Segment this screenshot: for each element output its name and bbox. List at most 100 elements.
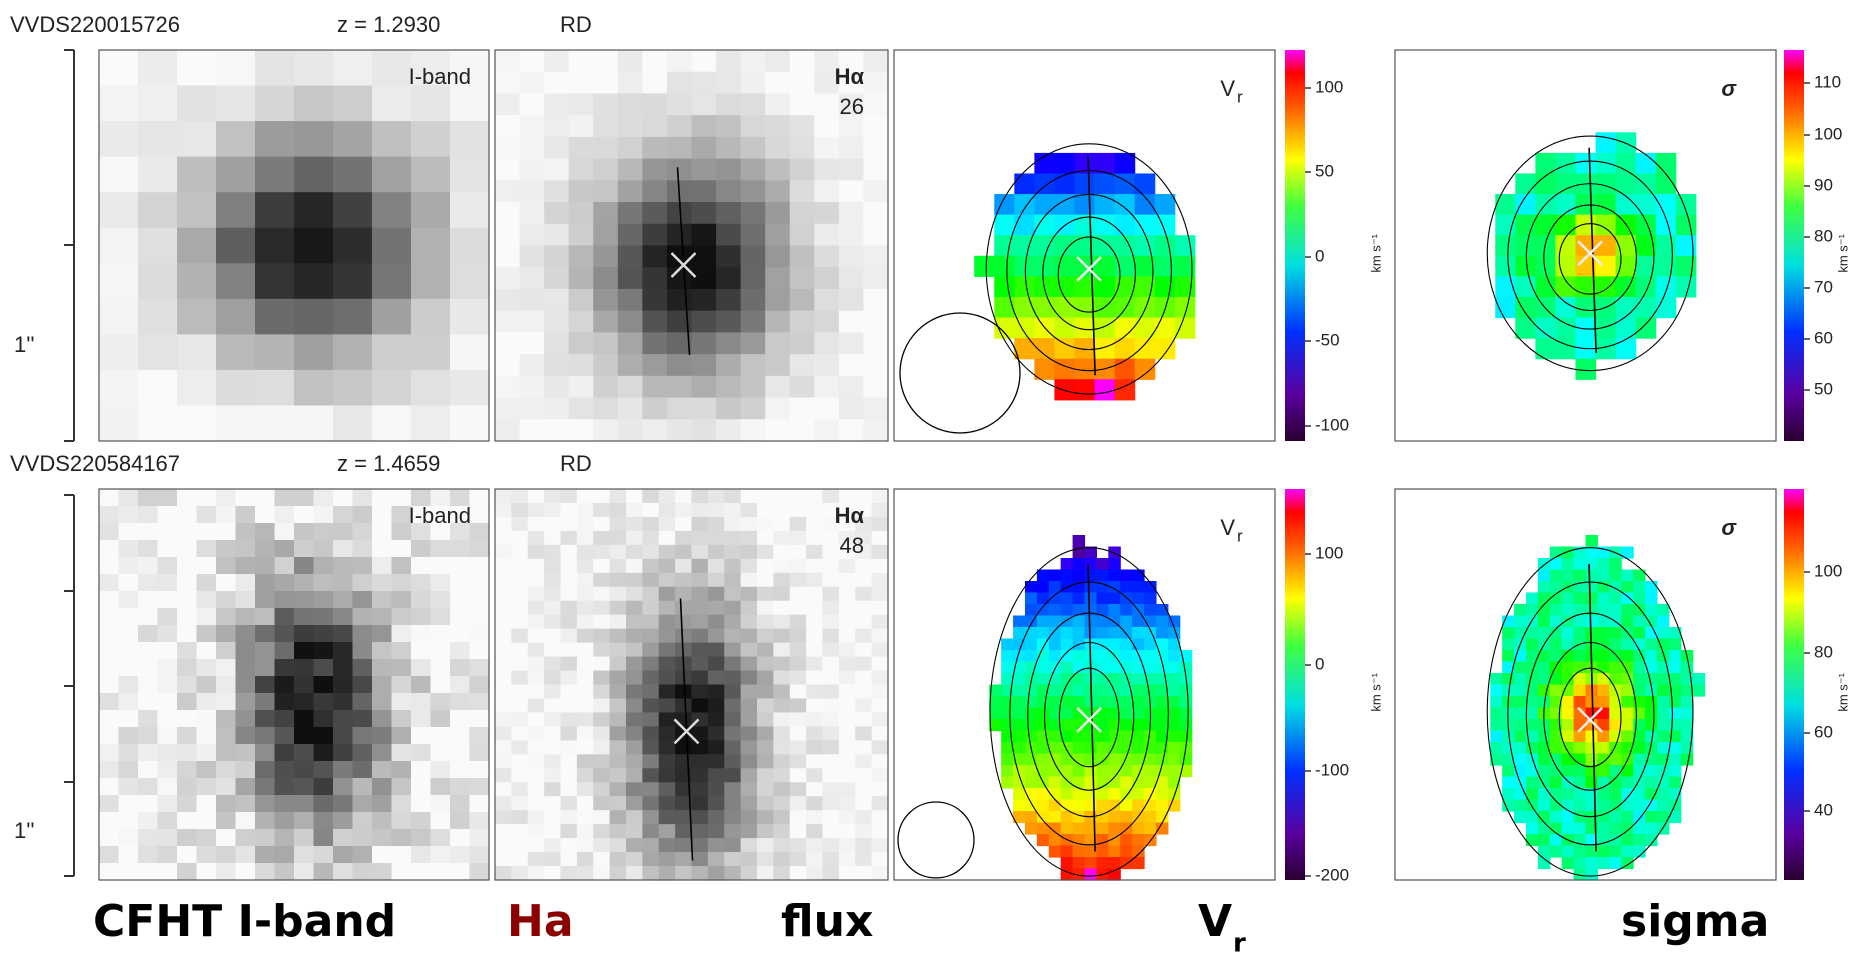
pixel [1096,730,1109,743]
pixel [495,223,521,247]
pixel [740,202,766,225]
footer-label-sub: r [1233,929,1246,956]
pixel [1108,753,1121,766]
pixel [757,824,774,839]
pixel [511,600,529,616]
pixel [838,726,856,741]
pixel [1621,834,1634,847]
colorbar-unit: km s⁻¹ [1368,672,1383,711]
pixel [593,93,619,116]
contour [1042,216,1136,331]
pixel [1609,650,1622,663]
contour [1057,236,1121,313]
pixel [1656,730,1670,743]
pixel [568,288,594,312]
pixel [495,838,512,853]
pixel [871,572,889,588]
pixel [157,659,178,677]
pixel [411,50,451,87]
pixel [1132,857,1145,870]
pixel [1609,673,1622,686]
pixel [576,614,594,630]
pixel [822,768,840,783]
pixel [1096,799,1109,812]
pixel [274,591,295,609]
pixel [1036,834,1050,847]
pixel [1597,604,1610,617]
panel-label: I-band [409,503,471,528]
pixel [989,707,1002,720]
pixel [333,795,354,813]
pixel [1179,765,1193,778]
pixel [789,71,815,95]
pixel [1108,581,1121,594]
pixel [544,180,570,203]
pixel [372,795,393,813]
pixel [1036,581,1050,594]
pixel [765,310,791,333]
pixel [789,544,807,560]
pixel [568,419,594,442]
pixel [1549,811,1563,824]
pixel [691,245,717,268]
pixel [138,778,159,796]
pixel [1120,719,1133,732]
pixel [626,656,643,672]
pixel [1155,799,1169,812]
pixel [814,71,840,95]
pixel [642,586,660,602]
pixel [642,223,668,247]
pixel [511,628,529,644]
pixel [519,354,545,377]
pixel [1144,650,1157,663]
pixel [626,698,643,714]
pixel [707,698,725,714]
pixel [609,530,627,546]
pixel [527,810,545,825]
pixel [313,693,334,711]
pixel [1621,811,1634,824]
pixel [1120,696,1133,709]
pixel [789,136,815,160]
pixel [138,192,178,229]
panel-frame [494,488,889,881]
pixel [1585,868,1599,881]
pixel [450,121,490,158]
pixel [1668,696,1682,709]
pixel [1084,753,1098,766]
pixel [495,614,512,630]
pixel [1633,730,1646,743]
pixel [1060,730,1074,743]
pixel [1621,546,1634,559]
pixel [274,659,295,677]
pixel [1036,730,1050,743]
pixel [642,530,660,546]
pixel [822,726,840,741]
pixel [138,863,159,881]
pixel [642,354,668,377]
panel-label: I-band [409,64,471,89]
pixel [177,693,198,711]
pixel [642,180,668,203]
pixel [138,608,159,626]
pixel [1060,684,1074,697]
pixel [1525,615,1539,628]
pixel [617,267,643,290]
pixel [352,710,373,728]
pixel [1001,765,1014,778]
pixel [838,516,856,532]
pixel [1114,173,1136,195]
pixel [863,50,889,73]
pixel [450,744,471,762]
pixel [609,866,627,881]
pixel [391,795,412,813]
pixel [469,727,490,745]
colorbar-tick-label: 60 [1814,328,1833,347]
pixel [411,829,432,847]
colorbar-tick-label: 50 [1814,379,1833,398]
pixel [740,754,758,769]
pixel [626,866,643,881]
pixel [1155,684,1169,697]
pixel [1656,650,1670,663]
pixel [391,693,412,711]
